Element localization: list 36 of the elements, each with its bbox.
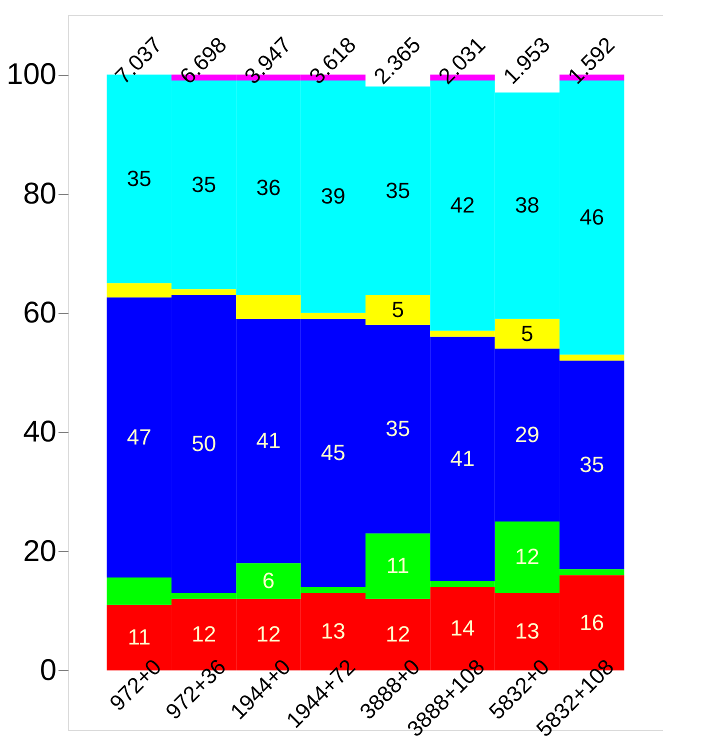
data-label: 46 — [580, 204, 604, 230]
data-label: 35 — [192, 172, 216, 197]
data-label: 38 — [514, 192, 540, 218]
y-tick-label: 40 — [23, 416, 56, 449]
data-label: 50 — [192, 431, 216, 456]
data-label: 11 — [386, 553, 410, 578]
y-tick-label: 0 — [40, 654, 56, 687]
data-label: 13 — [320, 618, 346, 644]
y-tick-label: 80 — [23, 177, 56, 210]
data-label: 29 — [514, 422, 540, 448]
data-label: 42 — [450, 192, 475, 218]
data-label: 5 — [392, 296, 404, 322]
data-label: 12 — [386, 622, 410, 647]
data-label: 12 — [256, 622, 281, 647]
data-label: 36 — [256, 174, 281, 200]
data-label: 41 — [256, 428, 281, 454]
data-label: 12 — [514, 544, 540, 570]
y-tick-label: 100 — [6, 58, 56, 92]
data-label: 11 — [128, 624, 151, 650]
data-label: 12 — [192, 622, 216, 647]
data-label: 35 — [386, 178, 410, 203]
data-label: 47 — [126, 424, 152, 450]
data-label: 35 — [126, 166, 152, 191]
data-label: 35 — [386, 416, 410, 442]
y-tick-label: 60 — [23, 296, 56, 330]
data-label: 41 — [450, 446, 475, 471]
data-label: 45 — [320, 440, 346, 465]
data-label: 16 — [580, 610, 604, 635]
y-tick-label: 20 — [23, 534, 56, 568]
bar — [560, 354, 624, 361]
data-label: 13 — [514, 618, 540, 644]
data-label: 35 — [580, 452, 604, 477]
data-label: 5 — [521, 320, 534, 346]
data-label: 14 — [450, 616, 475, 641]
data-label: 6 — [262, 568, 275, 594]
data-label: 39 — [320, 184, 346, 209]
